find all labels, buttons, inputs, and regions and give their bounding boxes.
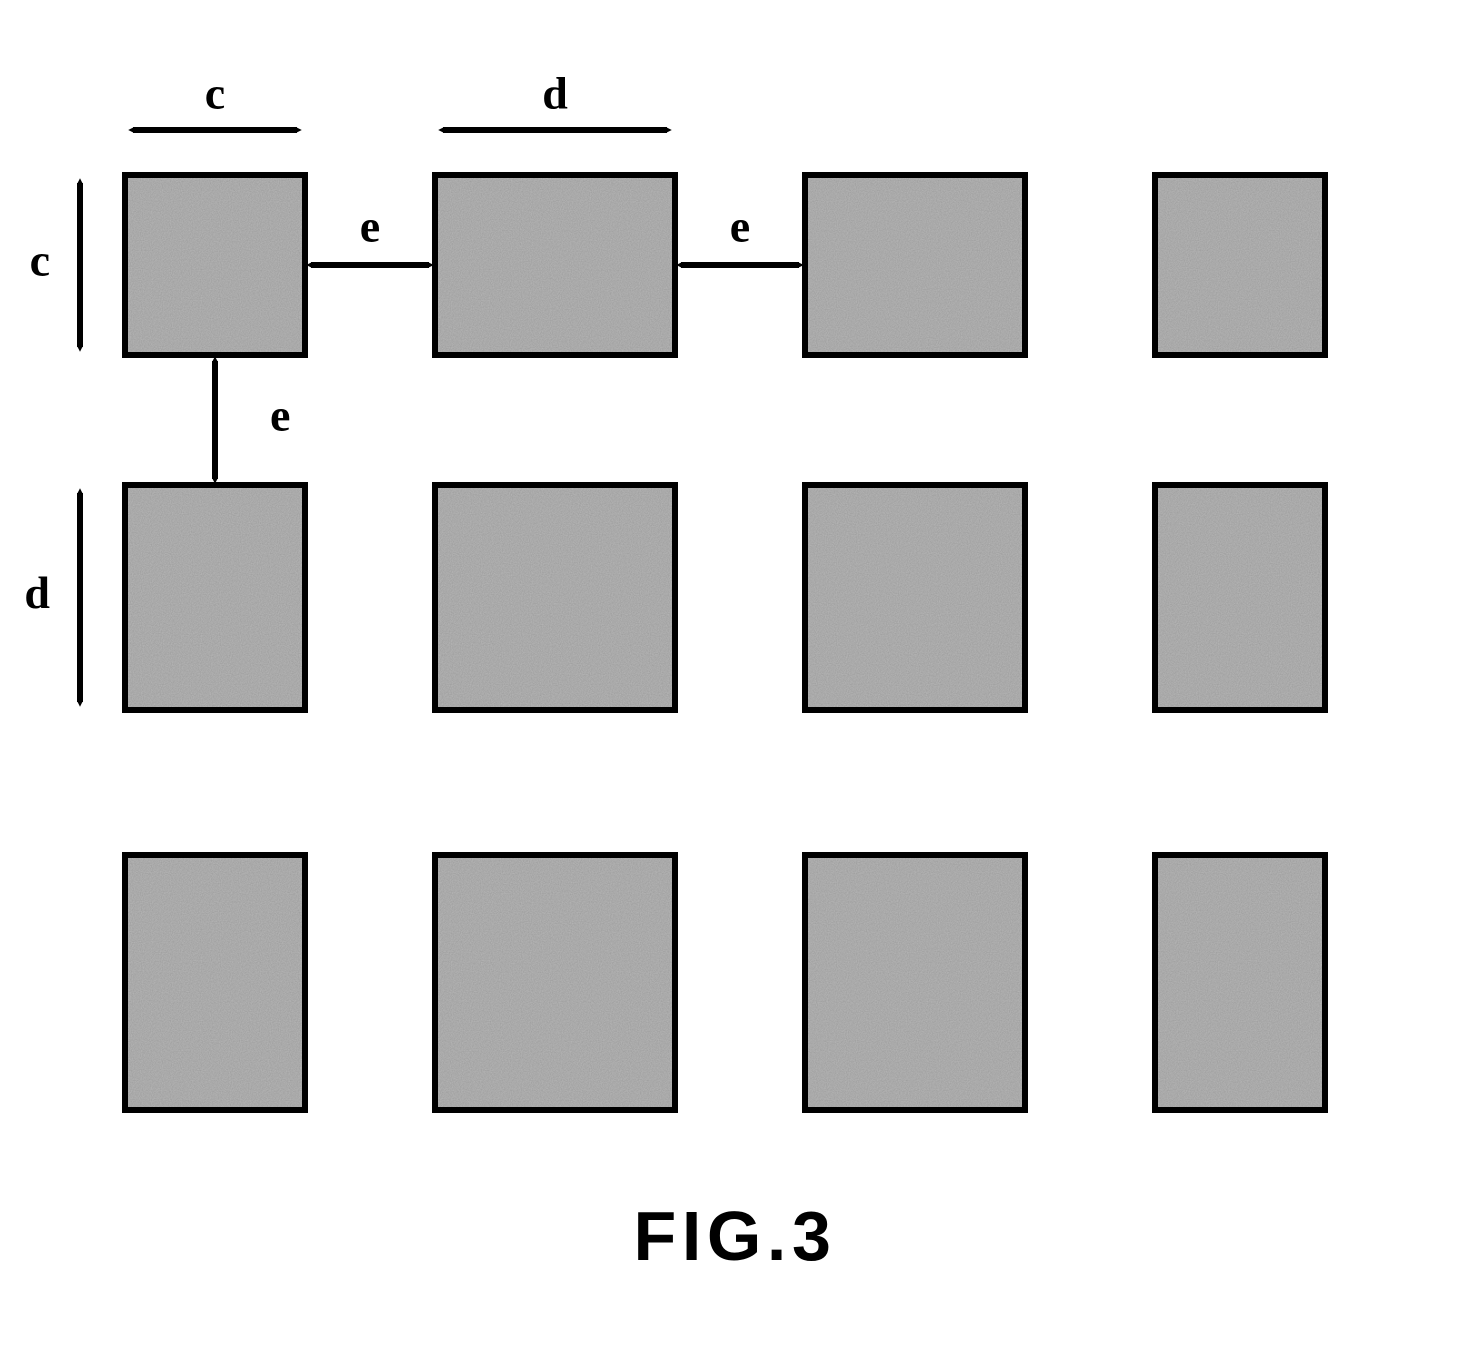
dim-c-top-label: c — [205, 68, 225, 119]
dim-e-h1-label: e — [360, 201, 380, 252]
dim-d-top-label: d — [542, 68, 568, 119]
cell — [805, 175, 1025, 355]
dim-d-left-label: d — [24, 567, 50, 618]
cell — [1155, 855, 1325, 1110]
dim-e-h2-label: e — [730, 201, 750, 252]
dim-c-left-label: c — [30, 235, 50, 286]
cell — [435, 855, 675, 1110]
grid — [125, 175, 1325, 1110]
cell — [805, 855, 1025, 1110]
cell — [435, 175, 675, 355]
dim-e-v-label: e — [270, 390, 290, 441]
cell — [125, 855, 305, 1110]
cell — [1155, 175, 1325, 355]
cell — [125, 175, 305, 355]
cell — [805, 485, 1025, 710]
cell — [1155, 485, 1325, 710]
cell — [435, 485, 675, 710]
cell — [125, 485, 305, 710]
figure-caption: FIG.3 — [633, 1197, 836, 1275]
